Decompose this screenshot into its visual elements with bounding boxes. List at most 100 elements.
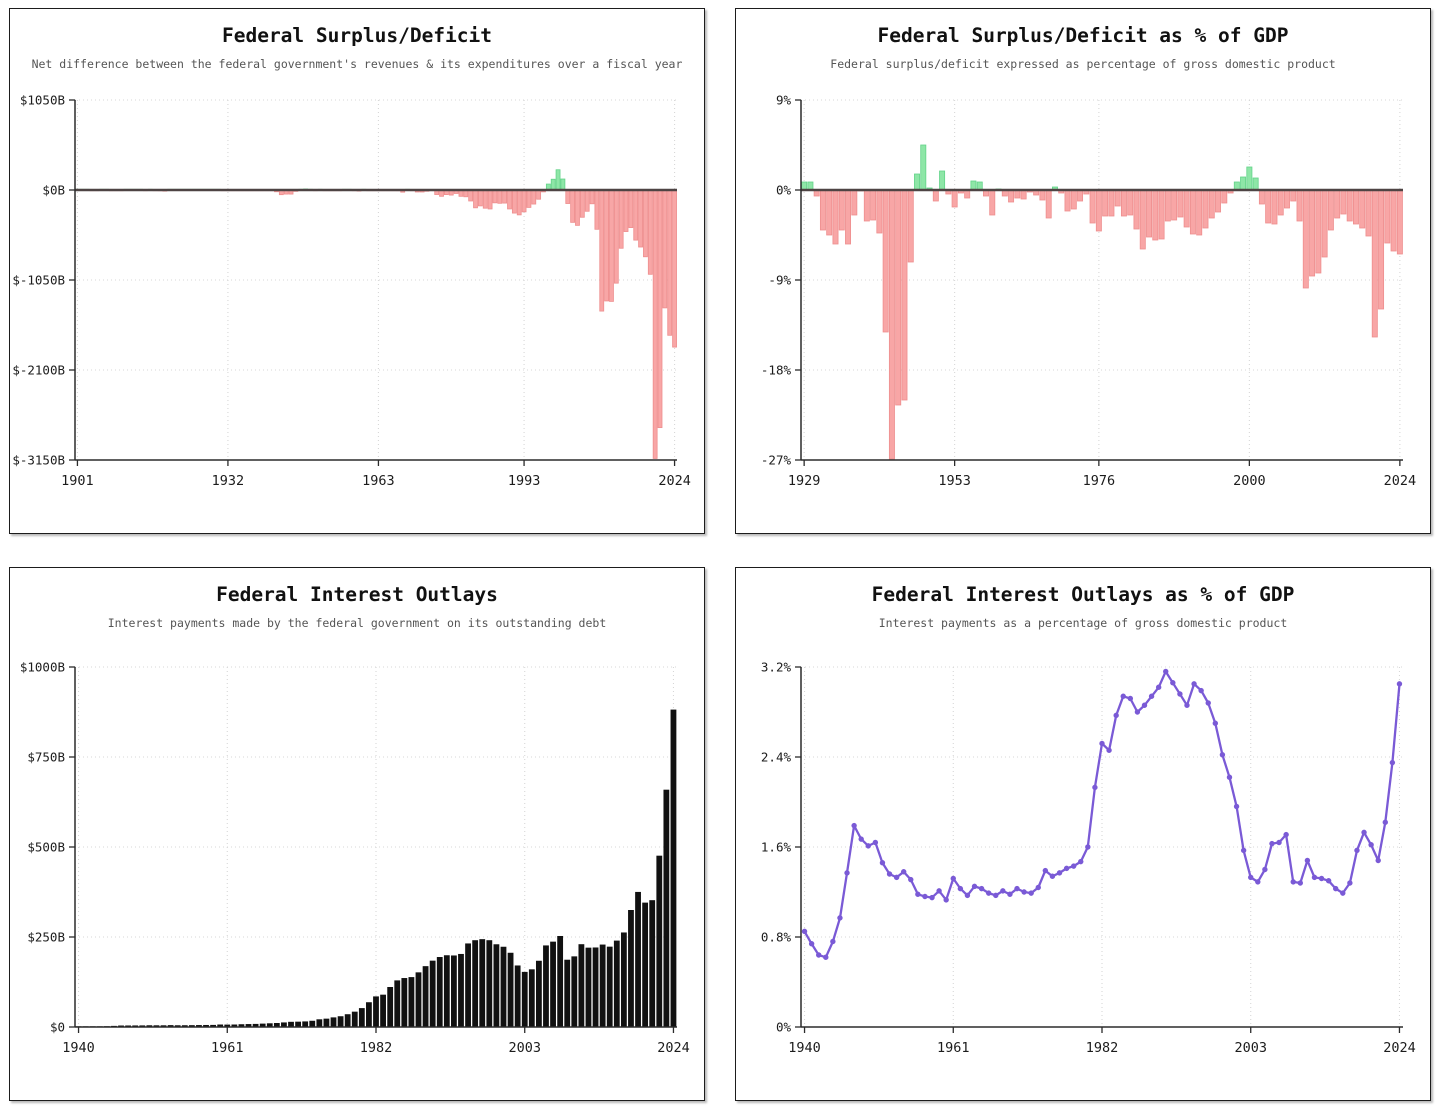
surplus-deficit-pct-gdp-panel: Federal Surplus/Deficit as % of GDP Fede… — [735, 8, 1431, 534]
bar-1969 — [281, 1022, 287, 1027]
x-tick-label: 2024 — [1383, 1040, 1416, 1056]
bar-2017 — [1352, 189, 1359, 225]
interest-outlays-pct-gdp-chart: 3.2% 2.4% 1.6% 0.8% 0% 1940 1961 1982 2003 2024 — [761, 660, 1416, 1057]
x-tick-label: 2003 — [508, 1040, 541, 1056]
bar-1947 — [125, 1025, 132, 1027]
line-path — [803, 670, 1401, 959]
data-point-1990 — [1155, 684, 1162, 690]
x-tick-label: 2003 — [1234, 1040, 1267, 1056]
bar-2004 — [575, 189, 580, 226]
bar-1955 — [181, 1025, 188, 1027]
bar-2009 — [1302, 189, 1309, 289]
data-point-1967 — [993, 892, 999, 899]
bar-1994 — [1208, 189, 1215, 219]
data-point-2012 — [1311, 874, 1318, 881]
bar-2002 — [1258, 189, 1265, 205]
bar-1991 — [436, 957, 443, 1027]
data-point-1986 — [1127, 695, 1134, 702]
axes: $1050B $0B $-1050B $-2100B $-3150B 1901 1932 19… — [12, 93, 691, 490]
bar-2000 — [500, 946, 507, 1027]
bar-series — [75, 709, 677, 1027]
x-tick-label: 1961 — [937, 1040, 970, 1056]
bar-2002 — [565, 189, 571, 204]
bar-2009 — [599, 189, 605, 312]
bar-1996 — [1221, 189, 1228, 204]
bar-series — [801, 144, 1403, 460]
interest-outlays-pct-gdp-panel: Federal Interest Outlays as % of GDP Int… — [735, 567, 1431, 1101]
bar-1981 — [1127, 189, 1134, 216]
data-point-2013 — [1318, 875, 1325, 882]
bar-1979 — [1114, 189, 1121, 207]
bar-1965 — [252, 1023, 259, 1027]
bar-2008 — [557, 935, 564, 1027]
bar-2015 — [628, 189, 634, 228]
bar-2019 — [1365, 189, 1372, 237]
data-point-1983 — [1106, 747, 1112, 753]
bar-2020 — [642, 902, 649, 1027]
bar-1967 — [266, 1023, 273, 1027]
data-point-1962 — [957, 885, 964, 892]
bar-1991 — [1189, 189, 1196, 235]
bar-2021 — [1378, 189, 1385, 310]
federal-interest-outlays-chart: $1000B $750B $500B $250B $0 1940 1961 1982 2003 2… — [20, 660, 690, 1057]
bar-1967 — [1039, 189, 1046, 201]
data-point-1946 — [844, 870, 850, 876]
bar-1983 — [1139, 189, 1146, 250]
bar-1994 — [526, 189, 532, 208]
bar-2004 — [528, 969, 535, 1027]
bar-1951 — [939, 170, 946, 191]
bar-1993 — [451, 955, 457, 1027]
bar-1987 — [492, 189, 498, 204]
data-point-1977 — [1063, 865, 1070, 872]
y-tick-label: 0% — [776, 1020, 792, 1035]
bar-1975 — [323, 1018, 330, 1027]
y-tick-label: $-2100B — [12, 363, 65, 378]
bar-1989 — [422, 966, 429, 1027]
bar-1999 — [550, 178, 556, 191]
bar-2003 — [521, 971, 528, 1027]
data-point-2023 — [1389, 759, 1396, 766]
bar-2011 — [609, 189, 614, 302]
bar-2001 — [1252, 177, 1259, 191]
bar-1936 — [845, 189, 852, 245]
bar-2021 — [649, 900, 656, 1027]
data-point-2010 — [1297, 880, 1304, 886]
data-point-1966 — [985, 890, 992, 896]
bar-2005 — [1277, 189, 1284, 216]
bar-2017 — [620, 932, 627, 1027]
bar-1959 — [989, 189, 996, 216]
chart-header: Federal Surplus/Deficit as % of GDP Fede… — [736, 9, 1430, 89]
data-point-1940 — [801, 928, 808, 935]
bar-2010 — [1309, 189, 1316, 277]
x-tick-label: 2024 — [1384, 473, 1417, 489]
y-tick-label: -18% — [761, 363, 792, 378]
bar-1987 — [1164, 189, 1171, 222]
bar-1971 — [295, 1021, 301, 1027]
bar-1984 — [477, 189, 483, 207]
bar-1949 — [139, 1025, 146, 1027]
bar-series — [75, 169, 677, 459]
bar-2020 — [652, 189, 658, 459]
bar-1984 — [387, 987, 394, 1027]
data-point-1943 — [823, 954, 829, 960]
data-point-1980 — [1085, 844, 1091, 850]
gridlines — [75, 99, 677, 461]
data-point-1954 — [900, 869, 907, 875]
data-point-1982 — [1099, 740, 1105, 747]
bar-1980 — [358, 1008, 365, 1027]
data-point-1948 — [858, 836, 864, 842]
data-point-1989 — [1148, 693, 1155, 699]
y-tick-label: -9% — [768, 273, 791, 288]
bar-1964 — [245, 1024, 252, 1027]
bar-2024 — [1396, 189, 1403, 255]
bar-1973 — [1077, 189, 1084, 202]
bar-2024 — [670, 709, 677, 1027]
data-point-1981 — [1092, 784, 1098, 791]
bar-1989 — [1177, 189, 1184, 218]
bar-2012 — [613, 189, 619, 284]
data-point-1991 — [1163, 668, 1169, 675]
bar-2014 — [1334, 189, 1341, 219]
bar-1956 — [970, 180, 977, 191]
data-point-1952 — [886, 871, 893, 877]
bar-2015 — [1340, 189, 1347, 215]
